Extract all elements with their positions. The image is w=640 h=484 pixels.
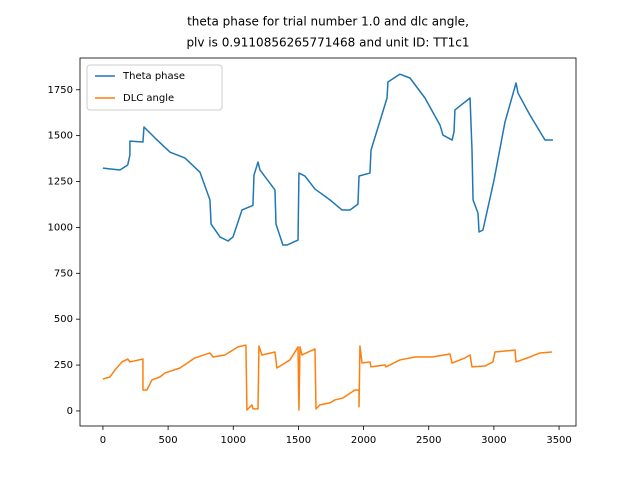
y-tick-label: 1500 xyxy=(48,131,73,142)
y-tick-label: 250 xyxy=(54,360,73,371)
y-tick-label: 500 xyxy=(54,314,73,325)
y-tick-label: 750 xyxy=(54,268,73,279)
x-tick-label: 3500 xyxy=(546,435,571,446)
y-tick-label: 1750 xyxy=(48,85,73,96)
y-tick-label: 0 xyxy=(67,406,73,417)
y-tick-label: 1000 xyxy=(48,222,73,233)
series-line xyxy=(102,73,553,246)
series-line xyxy=(102,344,553,411)
y-tick-label: 1250 xyxy=(48,177,73,188)
x-tick-label: 2500 xyxy=(416,435,441,446)
legend-label: Theta phase xyxy=(122,71,185,82)
x-tick-label: 3000 xyxy=(481,435,506,446)
x-tick-label: 1500 xyxy=(286,435,311,446)
chart-title: plv is 0.9110856265771468 and unit ID: T… xyxy=(186,36,469,50)
legend-box xyxy=(86,64,223,111)
x-tick-label: 1000 xyxy=(221,435,246,446)
plot-frame xyxy=(79,57,577,427)
x-tick-label: 2000 xyxy=(351,435,376,446)
x-tick-label: 0 xyxy=(100,435,106,446)
chart-title: theta phase for trial number 1.0 and dlc… xyxy=(187,15,469,29)
legend-label: DLC angle xyxy=(123,93,174,104)
x-tick-label: 500 xyxy=(159,435,178,446)
